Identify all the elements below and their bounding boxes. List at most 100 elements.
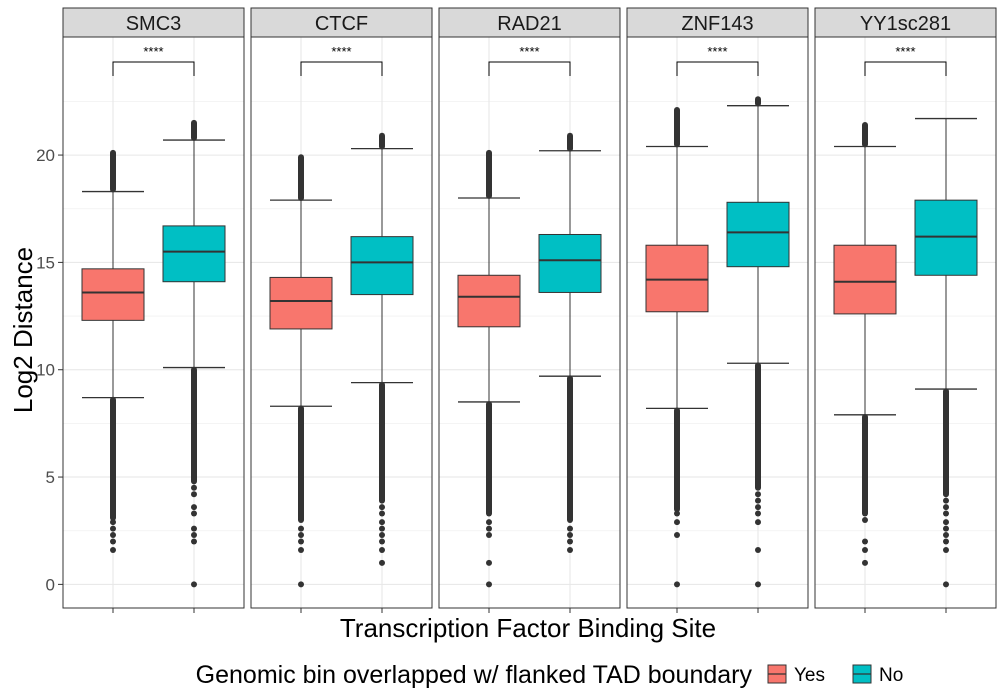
legend-item-yes: Yes — [767, 664, 825, 686]
panel-border — [626, 36, 809, 609]
outlier-point — [110, 532, 116, 539]
y-tick-label: 5 — [46, 468, 55, 487]
outlier-point — [567, 547, 573, 554]
facet-panel: YY1sc281 **** — [814, 7, 997, 613]
outlier-point — [486, 525, 492, 532]
outlier-point — [755, 491, 761, 498]
facet-panel: SMC3 **** — [62, 7, 245, 613]
outlier-point — [379, 525, 385, 532]
panel-border — [814, 36, 997, 609]
significance-label: **** — [707, 44, 727, 59]
facet-panel: ZNF143 **** — [626, 7, 809, 613]
box-iqr — [81, 268, 145, 321]
outlier-point — [298, 525, 304, 532]
outlier-point — [943, 581, 949, 588]
legend-title: Genomic bin overlapped w/ flanked TAD bo… — [196, 661, 753, 689]
outlier-point — [191, 581, 197, 588]
box-iqr — [457, 274, 521, 328]
outlier-band-high — [191, 119, 197, 141]
panel-background — [815, 37, 996, 608]
outlier-band-high — [298, 154, 304, 201]
legend-label: No — [879, 665, 903, 686]
outlier-point — [110, 519, 116, 526]
outlier-band-high — [486, 149, 492, 199]
outlier-point — [379, 510, 385, 517]
box-no — [914, 117, 978, 588]
outlier-point — [943, 519, 949, 526]
outlier-point — [486, 559, 492, 566]
outlier-point — [191, 484, 197, 491]
outlier-band-high — [862, 122, 868, 148]
y-tick-label: 10 — [36, 361, 55, 380]
outlier-point — [674, 519, 680, 526]
outlier-point — [191, 532, 197, 539]
outlier-point — [943, 547, 949, 554]
significance-bracket — [488, 61, 571, 76]
outlier-point — [110, 538, 116, 545]
panel-border — [438, 36, 621, 609]
outlier-point — [674, 581, 680, 588]
outlier-point — [943, 510, 949, 517]
outlier-band-high — [674, 106, 680, 148]
y-tick-label: 20 — [36, 146, 55, 165]
box-no — [538, 132, 602, 554]
outlier-band-low — [755, 362, 761, 491]
y-axis: 0 5 10 15 20 — [36, 146, 63, 594]
outlier-point — [862, 538, 868, 545]
outlier-point — [943, 525, 949, 532]
outlier-point — [674, 532, 680, 539]
y-tick-label: 0 — [46, 575, 55, 594]
outlier-band-low — [486, 401, 492, 517]
box-iqr — [914, 199, 978, 276]
box-no — [350, 132, 414, 566]
outlier-point — [486, 519, 492, 526]
panel-border — [250, 36, 433, 609]
outlier-band-low — [298, 405, 304, 523]
box-no — [726, 96, 790, 588]
box-yes — [457, 149, 521, 588]
significance-bracket — [112, 61, 195, 76]
outlier-point — [755, 504, 761, 511]
outlier-band-low — [110, 396, 116, 521]
box-iqr — [269, 276, 333, 330]
outlier-point — [191, 525, 197, 532]
outlier-point — [379, 532, 385, 539]
facet-strip — [626, 7, 809, 38]
outlier-point — [755, 510, 761, 517]
box-iqr — [645, 244, 709, 313]
outlier-band-high — [567, 132, 573, 152]
y-tick-label: 15 — [36, 253, 55, 272]
outlier-point — [110, 547, 116, 554]
legend-item-no: No — [852, 664, 903, 686]
box-yes — [645, 106, 709, 588]
outlier-point — [567, 538, 573, 545]
outlier-band-high — [110, 149, 116, 193]
outlier-band-low — [674, 407, 680, 513]
outlier-point — [567, 525, 573, 532]
box-iqr — [538, 233, 602, 293]
outlier-point — [379, 559, 385, 566]
facet-panel: CTCF **** — [250, 7, 433, 613]
box-iqr — [726, 201, 790, 268]
outlier-point — [110, 525, 116, 532]
outlier-point — [755, 497, 761, 504]
box-yes — [269, 154, 333, 588]
panels-layer: SMC3****CTCF****RAD21**** ZNF143 **** YY1sc… — [62, 7, 997, 613]
outlier-point — [298, 547, 304, 554]
facet-label: SMC3 — [126, 13, 182, 35]
outlier-point — [755, 581, 761, 588]
facet-panel: RAD21 **** — [438, 7, 621, 613]
outlier-point — [191, 510, 197, 517]
facet-strip — [62, 7, 245, 38]
box-iqr — [833, 244, 897, 315]
y-axis-title: Log2 Distance — [8, 247, 38, 413]
outlier-point — [191, 504, 197, 511]
facet-label: ZNF143 — [681, 13, 753, 35]
outlier-point — [567, 532, 573, 539]
outlier-band-high — [379, 132, 385, 150]
outlier-point — [298, 532, 304, 539]
outlier-point — [379, 504, 385, 511]
outlier-band-low — [943, 388, 949, 498]
